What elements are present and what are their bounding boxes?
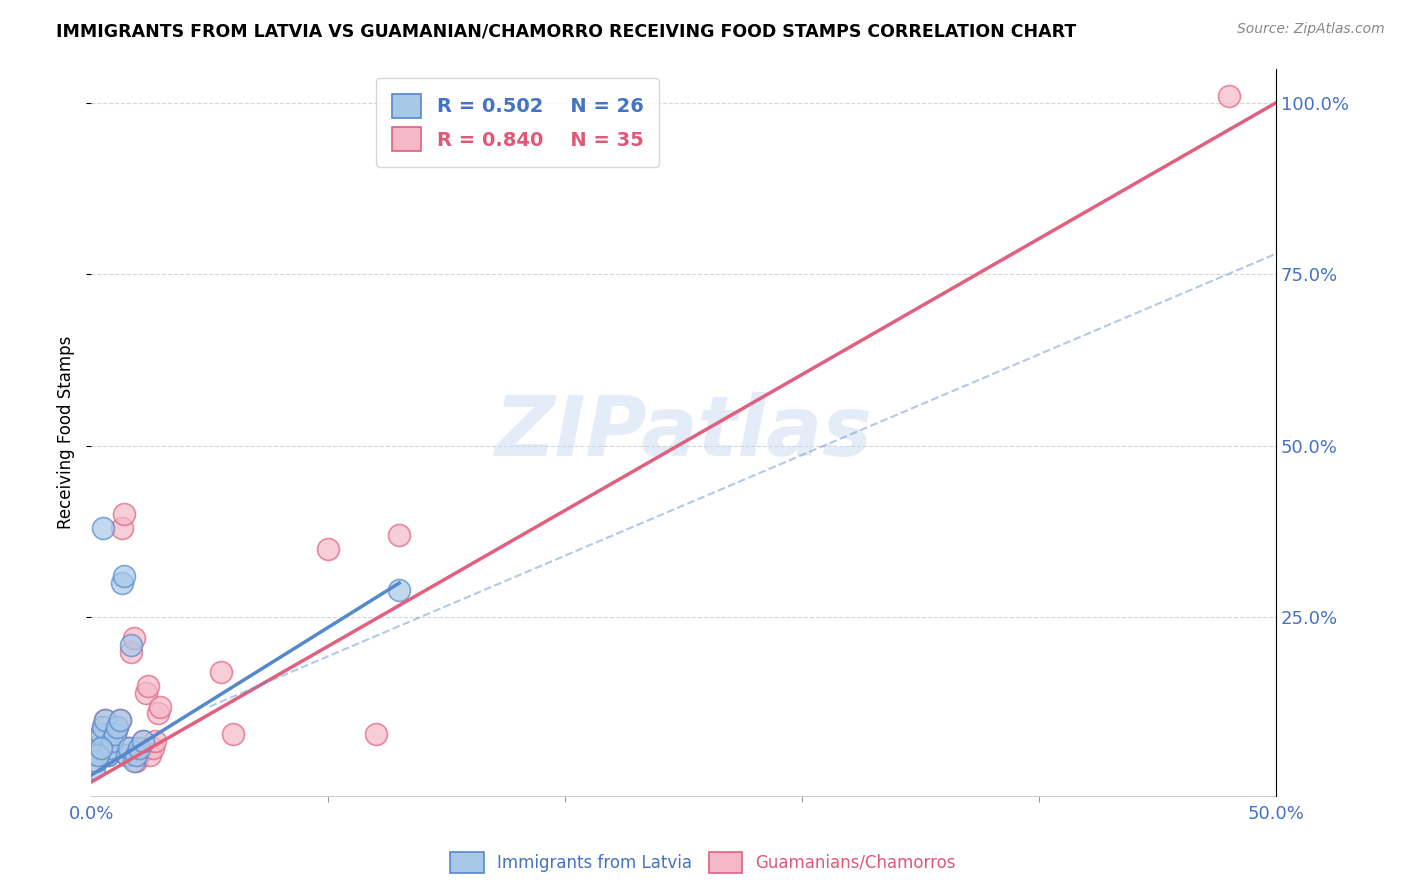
Text: IMMIGRANTS FROM LATVIA VS GUAMANIAN/CHAMORRO RECEIVING FOOD STAMPS CORRELATION C: IMMIGRANTS FROM LATVIA VS GUAMANIAN/CHAM… xyxy=(56,22,1077,40)
Point xyxy=(118,740,141,755)
Point xyxy=(125,747,148,762)
Point xyxy=(149,699,172,714)
Point xyxy=(94,713,117,727)
Point xyxy=(388,582,411,597)
Point xyxy=(108,713,131,727)
Point xyxy=(120,638,142,652)
Point xyxy=(388,528,411,542)
Point xyxy=(135,686,157,700)
Point xyxy=(115,747,138,762)
Y-axis label: Receiving Food Stamps: Receiving Food Stamps xyxy=(58,335,75,529)
Point xyxy=(98,740,121,755)
Point xyxy=(108,713,131,727)
Point xyxy=(98,740,121,755)
Point xyxy=(94,713,117,727)
Point xyxy=(87,734,110,748)
Point xyxy=(128,740,150,755)
Point xyxy=(132,734,155,748)
Point xyxy=(97,747,120,762)
Point xyxy=(111,576,134,591)
Point xyxy=(112,569,135,583)
Point xyxy=(84,740,107,755)
Point xyxy=(129,740,152,755)
Point xyxy=(104,727,127,741)
Point xyxy=(316,541,339,556)
Legend: R = 0.502    N = 26, R = 0.840    N = 35: R = 0.502 N = 26, R = 0.840 N = 35 xyxy=(377,78,659,167)
Point xyxy=(83,761,105,775)
Point xyxy=(101,734,124,748)
Point xyxy=(97,747,120,762)
Point xyxy=(120,645,142,659)
Point xyxy=(111,521,134,535)
Point xyxy=(90,727,112,741)
Point xyxy=(90,740,112,755)
Point xyxy=(104,727,127,741)
Point xyxy=(128,747,150,762)
Point xyxy=(90,727,112,741)
Legend: Immigrants from Latvia, Guamanians/Chamorros: Immigrants from Latvia, Guamanians/Chamo… xyxy=(443,846,963,880)
Point xyxy=(139,747,162,762)
Point xyxy=(211,665,233,680)
Point xyxy=(136,679,159,693)
Point xyxy=(83,747,105,762)
Point xyxy=(84,755,107,769)
Point xyxy=(1218,89,1240,103)
Point xyxy=(91,521,114,535)
Point xyxy=(105,720,128,734)
Text: Source: ZipAtlas.com: Source: ZipAtlas.com xyxy=(1237,22,1385,37)
Point xyxy=(122,631,145,645)
Point xyxy=(101,734,124,748)
Point xyxy=(84,740,107,755)
Point xyxy=(112,508,135,522)
Point xyxy=(115,747,138,762)
Point xyxy=(143,734,166,748)
Point xyxy=(125,755,148,769)
Point xyxy=(87,734,110,748)
Point xyxy=(91,720,114,734)
Point xyxy=(91,720,114,734)
Point xyxy=(105,720,128,734)
Point xyxy=(87,747,110,762)
Point xyxy=(132,734,155,748)
Point xyxy=(146,706,169,721)
Point xyxy=(118,740,141,755)
Point xyxy=(222,727,245,741)
Point xyxy=(142,740,165,755)
Point xyxy=(364,727,387,741)
Point xyxy=(122,755,145,769)
Text: ZIPatlas: ZIPatlas xyxy=(495,392,873,473)
